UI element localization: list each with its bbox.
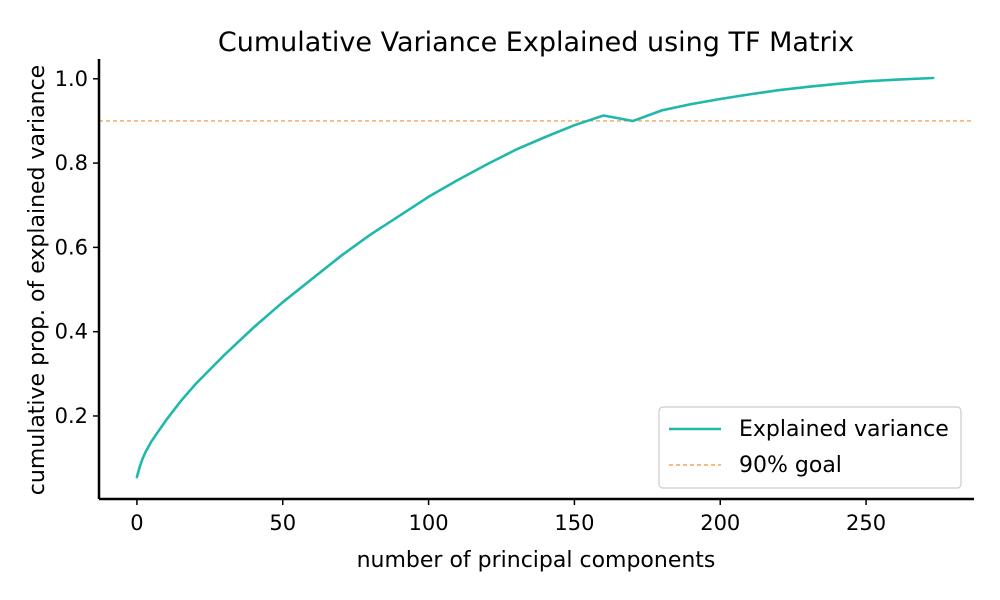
x-axis-label: number of principal components	[357, 548, 716, 573]
y-tick-label: 0.8	[55, 151, 88, 175]
explained-variance-line	[135, 76, 935, 479]
x-tick-label: 200	[700, 511, 740, 535]
legend-label-explained-variance: Explained variance	[739, 417, 949, 442]
legend-box	[658, 406, 962, 489]
y-axis-ticks: 0.2 0.4 0.6 0.8 1.0	[55, 67, 99, 428]
y-tick-label: 0.6	[55, 235, 88, 259]
plot-area	[99, 76, 974, 479]
x-tick-label: 0	[130, 511, 143, 535]
legend: Explained variance 90% goal	[658, 406, 962, 489]
x-tick-label: 150	[554, 511, 594, 535]
x-tick-label: 100	[409, 511, 449, 535]
chart-title: Cumulative Variance Explained using TF M…	[218, 27, 854, 58]
y-tick-label: 1.0	[55, 67, 88, 91]
legend-label-90-goal: 90% goal	[739, 453, 842, 478]
y-axis-label: cumulative prop. of explained variance	[25, 65, 50, 495]
x-axis-ticks: 0 50 100 150 200 250	[130, 499, 886, 535]
x-tick-label: 250	[846, 511, 886, 535]
y-tick-label: 0.2	[55, 404, 88, 428]
x-tick-label: 50	[269, 511, 296, 535]
y-tick-label: 0.4	[55, 320, 88, 344]
